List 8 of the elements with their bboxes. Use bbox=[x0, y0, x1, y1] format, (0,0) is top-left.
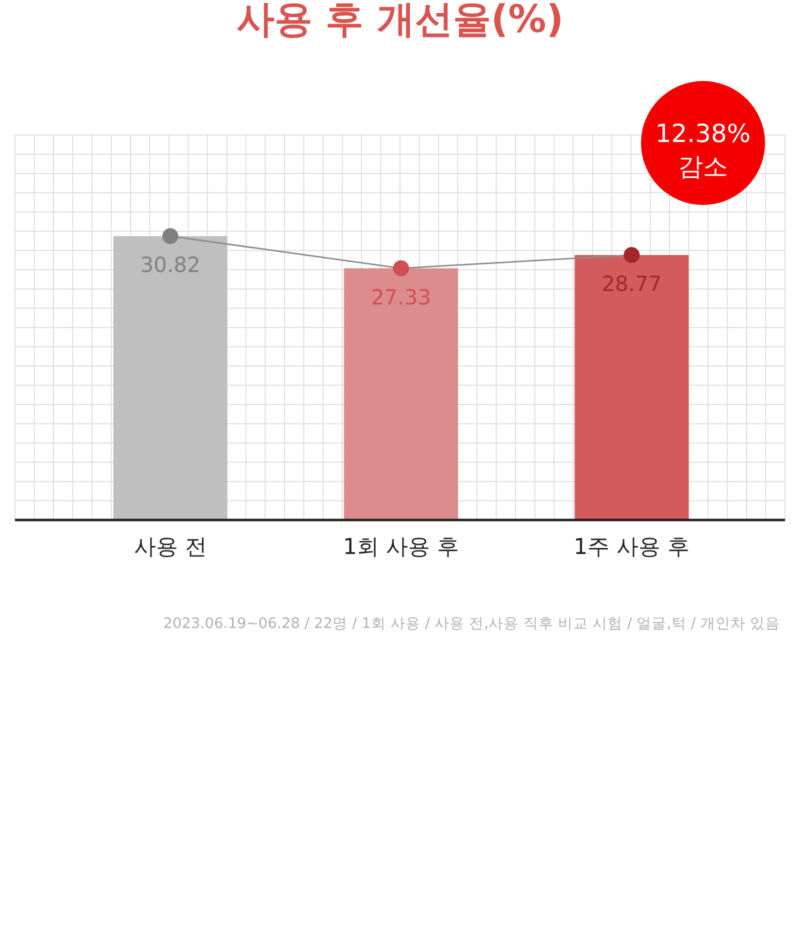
annotation: 12.38% 감소 bbox=[655, 119, 751, 181]
text: 2023.06.19~06.28 / 22명 / 1회 사용 / 사용 전,사용 직후 비교 시험 / 얼굴,턱 / 개인차 있음 bbox=[163, 616, 780, 632]
x-tick-label: 사용 전 bbox=[134, 535, 207, 560]
data-label: 27.33 bbox=[370, 285, 432, 310]
chart-title: 사용 후 개선율(%) bbox=[236, 0, 564, 41]
x-tick-label: 1주 사용 후 bbox=[574, 535, 690, 560]
x-tick-label: 1회 사용 후 bbox=[343, 535, 459, 560]
data-label: 30.82 bbox=[140, 253, 200, 278]
